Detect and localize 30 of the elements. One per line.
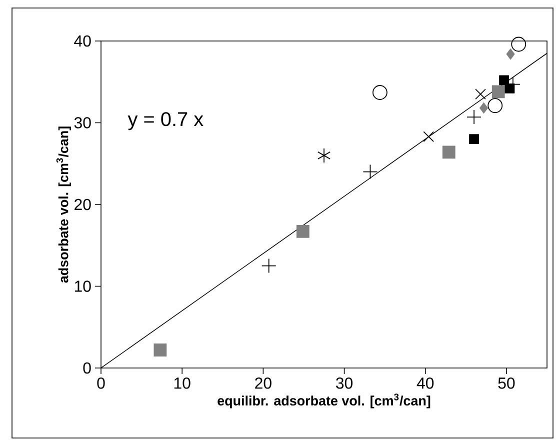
- point: [506, 48, 515, 60]
- x-tick-label: 50: [498, 378, 515, 389]
- point: [261, 258, 276, 274]
- point: [317, 148, 331, 163]
- x-tick-label: 0: [97, 378, 105, 389]
- point: [296, 225, 310, 238]
- y-axis-title: adsorbate vol. [cm$^{3}$/can]: [56, 126, 71, 283]
- y-tick-label: 20: [74, 198, 91, 210]
- y-tick-label: 30: [74, 117, 91, 128]
- y-tick-label: 10: [74, 280, 91, 292]
- point: [511, 36, 526, 52]
- x-tick-label: 10: [174, 378, 190, 389]
- point: [480, 102, 488, 114]
- point: [372, 85, 388, 100]
- point: [469, 134, 479, 144]
- point: [488, 98, 503, 114]
- point: [492, 85, 505, 98]
- x-tick-label: 20: [255, 378, 272, 389]
- point: [475, 88, 486, 100]
- point: [442, 146, 456, 159]
- annotation: y = 0.7 x: [128, 112, 204, 130]
- x-tick-label: 30: [336, 378, 353, 389]
- x-tick-label: 40: [416, 378, 434, 389]
- x-axis-title: equilibr. adsorbate vol. [cm$^{3}$/can]: [218, 394, 430, 408]
- point: [499, 75, 509, 86]
- point: [154, 344, 167, 356]
- y-tick-label: 0: [83, 362, 91, 374]
- point: [362, 164, 378, 180]
- y-tick-label: 40: [74, 35, 91, 47]
- point: [423, 131, 434, 142]
